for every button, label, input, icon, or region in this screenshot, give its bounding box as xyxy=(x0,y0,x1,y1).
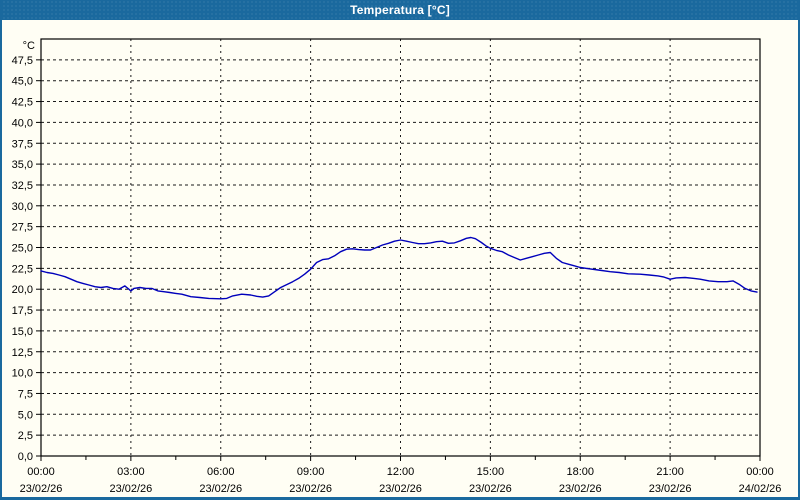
y-tick-label: 17,5 xyxy=(12,305,33,317)
y-tick-label: 30,0 xyxy=(12,201,33,213)
y-tick-label: 22,5 xyxy=(12,263,33,275)
y-tick-label: 37,5 xyxy=(12,138,33,150)
x-date-label: 23/02/26 xyxy=(649,483,692,495)
y-tick-label: 45,0 xyxy=(12,76,33,88)
chart-area: 0,0 2,5 5,0 7,5 10,0 12,5 15,0 17,5 20,0 22,5 25,0… xyxy=(2,20,798,495)
y-tick-label: 10,0 xyxy=(12,368,33,380)
x-date-label: 23/02/26 xyxy=(379,483,422,495)
x-date-label: 23/02/26 xyxy=(20,483,63,495)
y-tick-label: 7,5 xyxy=(18,388,33,400)
y-tick-label: 47,5 xyxy=(12,55,33,67)
y-tick-label: 20,0 xyxy=(12,284,33,296)
y-axis-unit-label: °C xyxy=(23,40,35,52)
x-time-label: 18:00 xyxy=(566,466,594,478)
x-time-label: 09:00 xyxy=(297,466,325,478)
window-titlebar: Temperatura [°C] xyxy=(2,0,798,20)
x-date-label: 23/02/26 xyxy=(559,483,602,495)
x-time-label: 03:00 xyxy=(117,466,145,478)
y-tick-label: 32,5 xyxy=(12,180,33,192)
x-time-label: 00:00 xyxy=(27,466,55,478)
x-time-label: 21:00 xyxy=(656,466,684,478)
y-gridlines-and-labels: 0,0 2,5 5,0 7,5 10,0 12,5 15,0 17,5 20,0 22,5 25,0… xyxy=(12,40,760,463)
plot-frame xyxy=(40,38,761,457)
y-tick-label: 5,0 xyxy=(18,409,33,421)
x-gridlines-and-labels: 00:00 23/02/26 03:00 23/02/26 06:00 23/02/26 0… xyxy=(20,39,782,495)
x-date-label: 23/02/26 xyxy=(109,483,152,495)
x-date-label: 24/02/26 xyxy=(739,483,782,495)
x-time-label: 00:00 xyxy=(746,466,774,478)
y-tick-label: 0,0 xyxy=(18,451,33,463)
y-tick-label: 42,5 xyxy=(12,97,33,109)
x-date-label: 23/02/26 xyxy=(199,483,242,495)
y-tick-label: 12,5 xyxy=(12,347,33,359)
x-time-label: 12:00 xyxy=(387,466,415,478)
x-date-label: 23/02/26 xyxy=(289,483,332,495)
y-tick-label: 2,5 xyxy=(18,430,33,442)
x-time-label: 15:00 xyxy=(477,466,505,478)
temperature-line xyxy=(40,236,758,300)
y-tick-label: 35,0 xyxy=(12,159,33,171)
y-tick-label: 40,0 xyxy=(12,117,33,129)
x-time-label: 06:00 xyxy=(207,466,235,478)
x-date-label: 23/02/26 xyxy=(469,483,512,495)
y-tick-label: 25,0 xyxy=(12,243,33,255)
y-tick-label: 15,0 xyxy=(12,326,33,338)
chart-svg: 0,0 2,5 5,0 7,5 10,0 12,5 15,0 17,5 20,0 22,5 25,0… xyxy=(12,38,782,495)
window-title: Temperatura [°C] xyxy=(350,3,450,17)
y-tick-label: 27,5 xyxy=(12,222,33,234)
